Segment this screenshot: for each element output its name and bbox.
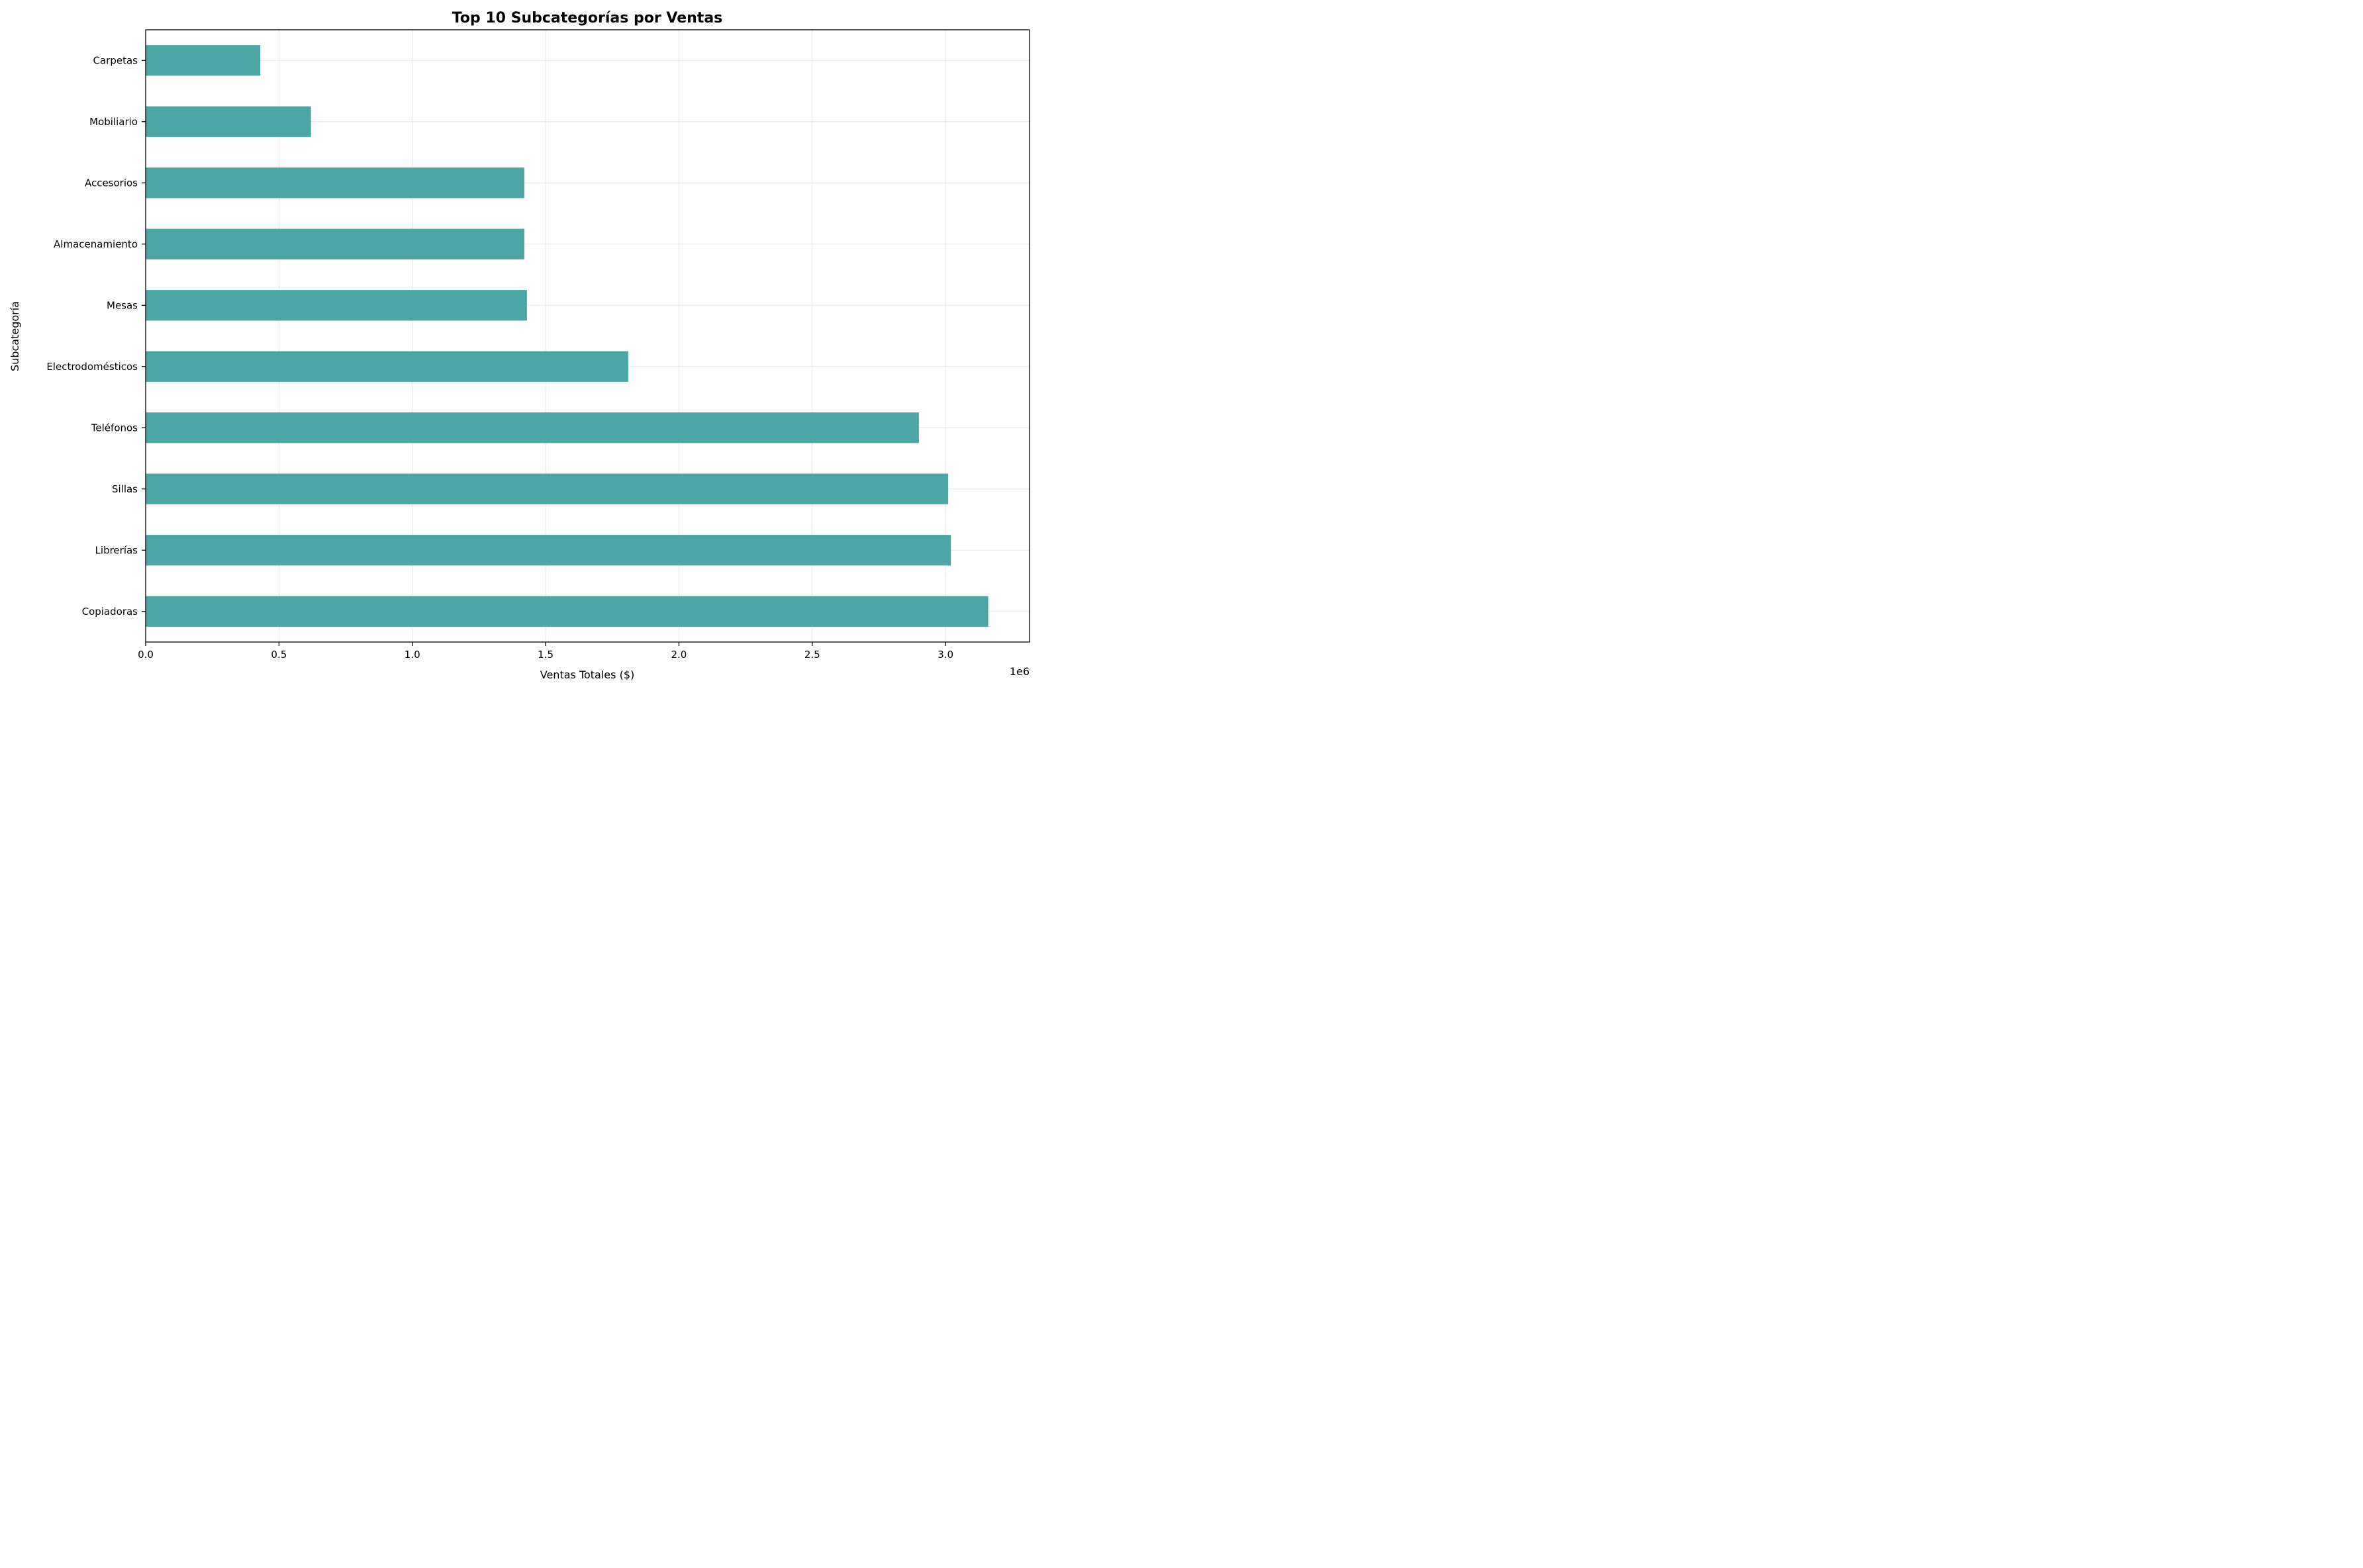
y-tick-label: Electrodomésticos: [46, 361, 138, 373]
x-tick-label: 1.0: [405, 649, 420, 661]
bar-accesorios: [146, 167, 524, 199]
bar-mesas: [146, 290, 527, 321]
bar-sillas: [146, 473, 949, 504]
bar-electrodomésticos: [146, 351, 628, 382]
y-tick-label: Librerías: [95, 544, 138, 556]
y-tick-label: Accesorios: [85, 177, 138, 189]
x-axis-label: Ventas Totales ($): [540, 669, 634, 681]
chart-container: 0.0 0.5 1.0 1.5 2.0 2.5 3.0 Copiadoras Librerías…: [0, 0, 1038, 688]
x-tick-label: 0.0: [138, 649, 154, 661]
bar-librerías: [146, 535, 951, 566]
y-tick-label: Teléfonos: [91, 422, 138, 434]
bar-almacenamiento: [146, 228, 524, 259]
y-tick-label: Copiadoras: [82, 606, 138, 618]
bar-carpetas: [146, 45, 261, 76]
x-tick-label: 2.5: [804, 649, 820, 661]
bar-mobiliario: [146, 106, 311, 137]
x-tick-label: 3.0: [938, 649, 953, 661]
ticks-layer: 0.0 0.5 1.0 1.5 2.0 2.5 3.0 Copiadoras Librerías…: [46, 54, 953, 661]
bar-copiadoras: [146, 596, 989, 627]
x-tick-label: 2.0: [671, 649, 687, 661]
y-tick-label: Carpetas: [93, 54, 138, 66]
chart-title: Top 10 Subcategorías por Ventas: [452, 10, 723, 26]
y-tick-label: Mobiliario: [89, 116, 138, 128]
x-tick-label: 1.5: [538, 649, 554, 661]
bar-teléfonos: [146, 412, 919, 443]
y-tick-label: Sillas: [112, 483, 138, 495]
x-tick-label: 0.5: [271, 649, 287, 661]
bar-chart: 0.0 0.5 1.0 1.5 2.0 2.5 3.0 Copiadoras Librerías…: [9, 10, 1030, 681]
y-axis-label: Subcategoría: [9, 301, 21, 371]
y-tick-label: Mesas: [107, 299, 138, 311]
y-tick-label: Almacenamiento: [54, 238, 138, 250]
bars-layer: [146, 45, 989, 627]
x-offset-label: 1e6: [1010, 665, 1030, 678]
plot-frame: [145, 29, 1030, 643]
